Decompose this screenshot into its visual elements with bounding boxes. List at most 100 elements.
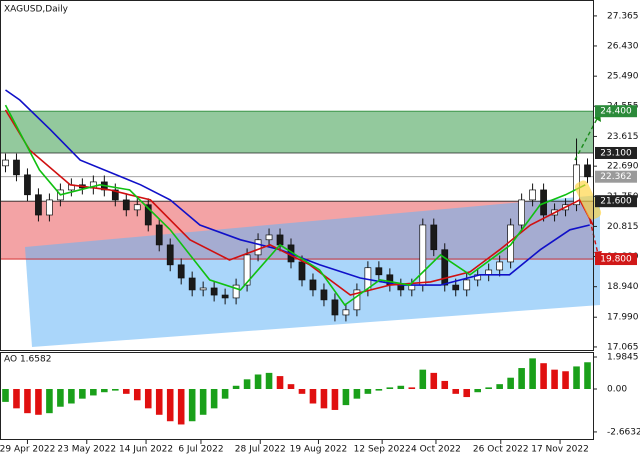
indicator-bar [430, 372, 438, 389]
x-tick-label: 19 Aug 2022 [290, 445, 348, 455]
chart-title: XAGUSD,Daily [4, 5, 69, 15]
indicator-bar [57, 388, 64, 407]
indicator-bar [551, 369, 558, 389]
x-tick-label: 29 Apr 2022 [0, 445, 55, 455]
candle-body [2, 159, 9, 167]
indicator-bar [90, 388, 97, 396]
level-label: 22.362 [600, 172, 632, 182]
candle-body [166, 244, 174, 266]
candle-body [518, 199, 525, 226]
moving-average [4, 109, 594, 296]
indicator-bar [35, 388, 42, 415]
candle-body [232, 284, 240, 299]
indicator-bar [24, 388, 31, 414]
candle-body [210, 287, 218, 296]
indicator-bar [221, 388, 229, 399]
candle-body [188, 277, 196, 291]
indicator-bar [210, 388, 218, 409]
trend-channel [25, 195, 600, 347]
indicator-bar [166, 388, 174, 422]
candle-body [276, 234, 284, 246]
indicator-bar [265, 372, 273, 389]
indicator-bar [122, 388, 130, 394]
price-frame [0, 0, 594, 351]
candle-body [199, 287, 207, 291]
candle-body [144, 204, 152, 226]
indicator-bar [540, 363, 547, 389]
candle-body [155, 224, 163, 246]
level-box [595, 105, 637, 118]
indicator-bar [584, 362, 591, 389]
indicator-bar [518, 368, 525, 389]
candle-body [342, 309, 350, 316]
level-box [595, 253, 637, 266]
indicator-bar [441, 380, 449, 389]
indicator-bar [13, 388, 20, 409]
indicator-bar [287, 384, 295, 389]
indicator-bar [101, 388, 108, 393]
level-box [595, 195, 637, 208]
indicator-bar [485, 387, 492, 389]
y-tick-label: 18.940 [607, 282, 639, 292]
indicator-bar [496, 384, 503, 389]
indicator-bar [364, 388, 372, 394]
y-tick-label: 26.430 [607, 41, 639, 51]
indicator-bar [320, 388, 328, 409]
level-label: 21.600 [600, 197, 632, 207]
indicator-tick-label: -2.6632 [607, 427, 640, 437]
candle-body [265, 234, 273, 241]
indicator-bar [112, 388, 119, 391]
indicator-bar [188, 388, 196, 422]
candle-body [254, 239, 262, 256]
up-arrow [574, 116, 599, 161]
indicator-label: AO 1.6582 [4, 355, 51, 365]
zone [0, 111, 593, 153]
x-tick-label: 28 Jul 2022 [235, 445, 286, 455]
level-box [595, 170, 637, 183]
indicator-bar [353, 388, 361, 399]
moving-average [4, 104, 586, 307]
indicator-bar [419, 369, 427, 389]
candle-body [375, 267, 383, 276]
candle-body [24, 174, 31, 196]
indicator-bar [144, 388, 152, 409]
candle-body [177, 264, 185, 279]
indicator-bar [386, 387, 394, 389]
candle-body [46, 199, 53, 216]
indicator-bar [342, 388, 350, 406]
indicator-bar [309, 388, 317, 404]
indicator-bar [254, 374, 262, 389]
indicator-bar [474, 388, 481, 393]
indicator-bar [276, 376, 284, 389]
y-tick-label: 23.615 [607, 132, 639, 142]
candle-body [13, 159, 20, 176]
level-label: 23.100 [600, 148, 632, 158]
x-tick-label: 23 May 2022 [57, 445, 116, 455]
level-label: 19.800 [600, 255, 632, 265]
indicator-bar [199, 388, 207, 415]
indicator-bar [507, 377, 514, 389]
candle-body [111, 189, 119, 201]
candle-body [353, 289, 361, 311]
candle-body [452, 284, 460, 291]
candle-body [243, 254, 251, 286]
candle-body [584, 164, 591, 178]
candle-body [441, 249, 449, 286]
candle-body [529, 189, 536, 201]
candle-body [430, 224, 438, 251]
indicator-bar [452, 388, 460, 394]
candle-body [298, 261, 306, 281]
x-tick-label: 12 Sep 2022 [354, 445, 411, 455]
candle-body [221, 294, 229, 299]
indicator-bar [573, 366, 580, 389]
indicator-bar [2, 388, 9, 402]
indicator-bar [177, 388, 185, 425]
indicator-bar [232, 385, 240, 389]
candle-body [320, 289, 328, 301]
level-box [595, 146, 637, 159]
indicator-tick-label: 0.00 [607, 384, 627, 394]
indicator-bar [562, 371, 569, 389]
y-tick-label: 17.990 [607, 313, 639, 323]
x-tick-label: 4 Oct 2022 [411, 445, 461, 455]
